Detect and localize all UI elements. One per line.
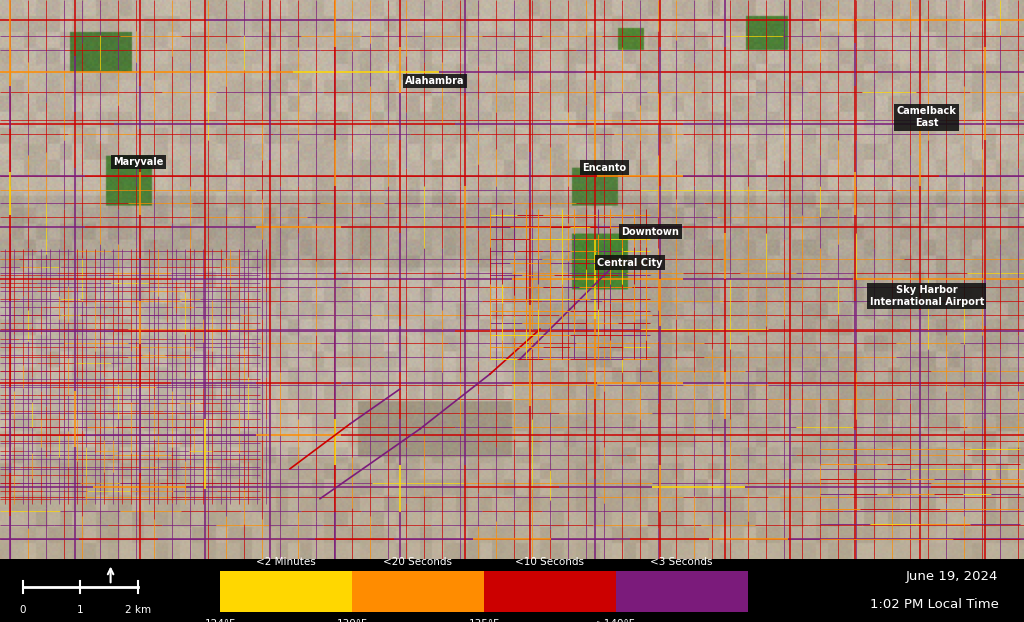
- Text: Alahambra: Alahambra: [406, 76, 465, 86]
- Text: <2 Minutes: <2 Minutes: [256, 557, 316, 567]
- Text: Downtown: Downtown: [622, 227, 679, 237]
- Bar: [220, 571, 352, 613]
- Text: <3 Seconds: <3 Seconds: [650, 557, 713, 567]
- Text: 130°F: 130°F: [337, 619, 368, 622]
- Text: Maryvale: Maryvale: [113, 157, 164, 167]
- Text: Central City: Central City: [597, 258, 663, 267]
- Text: ≥140°F: ≥140°F: [596, 619, 636, 622]
- Bar: [484, 571, 615, 613]
- Text: Camelback
East: Camelback East: [897, 106, 956, 128]
- Text: <20 Seconds: <20 Seconds: [383, 557, 453, 567]
- Text: <10 Seconds: <10 Seconds: [515, 557, 585, 567]
- Text: 0: 0: [19, 605, 26, 615]
- Text: 1: 1: [77, 605, 84, 615]
- Text: Encanto: Encanto: [582, 162, 627, 172]
- Bar: [615, 571, 748, 613]
- Bar: [352, 571, 484, 613]
- Text: Sky Harbor
International Airport: Sky Harbor International Airport: [869, 285, 984, 307]
- Text: June 19, 2024: June 19, 2024: [906, 570, 998, 583]
- Text: 2 km: 2 km: [125, 605, 152, 615]
- Text: 135°F: 135°F: [468, 619, 500, 622]
- Text: 1:02 PM Local Time: 1:02 PM Local Time: [869, 598, 998, 611]
- Text: 124°F: 124°F: [205, 619, 236, 622]
